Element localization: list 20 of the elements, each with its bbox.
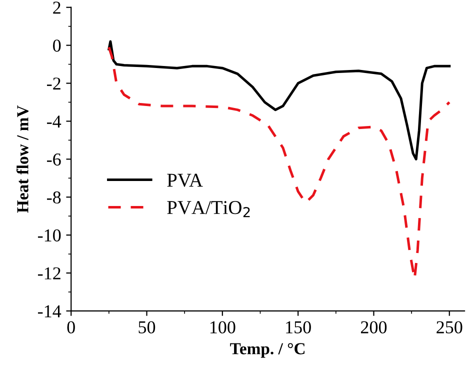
y-tick-label: -6 bbox=[47, 153, 61, 166]
y-tick-label: -4 bbox=[47, 116, 62, 128]
x-tick-label: 0 bbox=[67, 321, 75, 334]
x-tick-label: 50 bbox=[138, 321, 156, 334]
x-tick-label: 100 bbox=[210, 321, 236, 334]
x-tick-label: 200 bbox=[360, 321, 387, 334]
x-tick-label: 150 bbox=[286, 321, 311, 334]
y-tick-label: 0 bbox=[53, 40, 61, 52]
y-tick-label: -2 bbox=[47, 78, 60, 90]
y-tick-label: 2 bbox=[53, 2, 60, 14]
legend-label: PVA/TiO$_{2}$ bbox=[167, 201, 250, 218]
legend-label: PVA bbox=[167, 174, 203, 187]
line-series bbox=[108, 40, 451, 160]
x-tick-label: 250 bbox=[436, 321, 462, 334]
y-axis-title: Heat flow / mV bbox=[16, 105, 28, 213]
y-tick-label: -14 bbox=[38, 305, 62, 318]
y-tick-label: -10 bbox=[38, 229, 61, 242]
y-tick-label: -8 bbox=[47, 191, 61, 204]
y-tick-label: -12 bbox=[38, 267, 60, 280]
x-axis-title: Temp. / °C bbox=[230, 343, 305, 358]
